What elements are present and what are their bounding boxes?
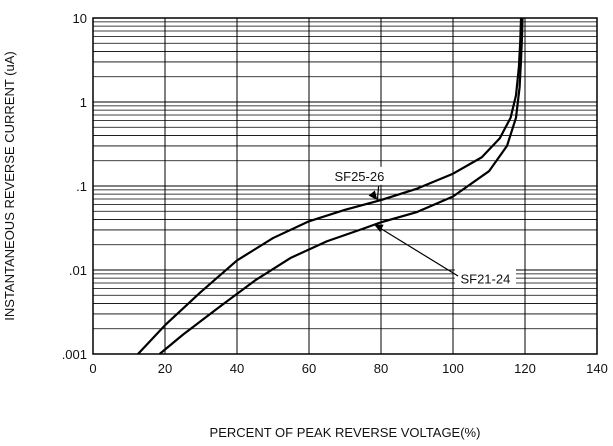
x-tick-label: 20: [158, 361, 172, 376]
x-tick-label: 40: [230, 361, 244, 376]
x-axis-title: PERCENT OF PEAK REVERSE VOLTAGE(%): [210, 425, 481, 440]
annotation-group: SF25-26 SF21-24: [328, 166, 516, 288]
y-tick-label: .01: [69, 263, 87, 278]
y-tick-label: .1: [76, 179, 87, 194]
annotation-label: SF25-26: [334, 169, 384, 184]
tick-labels: 0 20 40 60 80 100 120 140 .001 .01 .1 1 10: [62, 11, 608, 376]
y-tick-label: .001: [62, 347, 87, 362]
y-tick-label: 1: [80, 95, 87, 110]
annotation-label-background: [328, 166, 390, 185]
grid: [93, 18, 597, 354]
annotation-label: SF21-24: [460, 271, 510, 286]
annotation-arrow-line: [376, 185, 380, 201]
annotation-sf25-26: SF25-26: [328, 166, 390, 201]
plot-frame: [92, 17, 598, 355]
series-group: [137, 17, 524, 355]
annotation-arrow-head: [368, 190, 378, 201]
annotation-arrow-line: [373, 223, 459, 277]
x-tick-label: 120: [514, 361, 536, 376]
y-axis-title: INSTANTANEOUS REVERSE CURRENT (uA): [2, 51, 17, 320]
annotation-label-background: [454, 269, 516, 288]
x-tick-label: 140: [586, 361, 608, 376]
annotation-arrow-head: [373, 224, 384, 232]
y-tick-label: 10: [73, 11, 87, 26]
series-line-sf25-26: [137, 17, 523, 355]
x-tick-label: 100: [442, 361, 464, 376]
series-line-sf21-24: [158, 17, 524, 355]
annotation-sf21-24: SF21-24: [373, 223, 516, 288]
x-tick-label: 0: [89, 361, 96, 376]
x-tick-label: 80: [374, 361, 388, 376]
x-tick-label: 60: [302, 361, 316, 376]
